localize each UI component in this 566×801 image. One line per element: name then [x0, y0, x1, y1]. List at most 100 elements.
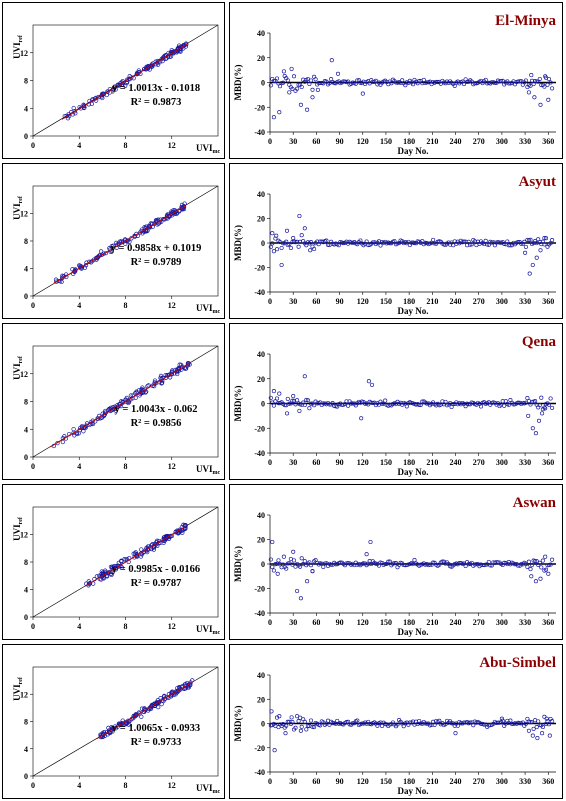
data-point	[173, 530, 178, 535]
y-tick-label: 0	[24, 772, 28, 781]
data-point	[272, 748, 277, 753]
data-point	[542, 84, 547, 89]
data-point	[543, 567, 549, 572]
x-tick-label: 270	[473, 297, 485, 306]
data-point	[392, 561, 397, 566]
data-points	[268, 539, 555, 601]
data-point	[55, 440, 60, 446]
y-tick-label: 40	[257, 671, 265, 680]
y-axis-label-subscript: ref	[18, 355, 24, 363]
data-point	[106, 725, 111, 731]
y-tick-label: 0	[261, 560, 265, 569]
data-point	[288, 245, 293, 251]
data-point	[281, 80, 286, 85]
data-point	[474, 562, 479, 567]
data-point	[432, 241, 437, 246]
data-point	[523, 721, 528, 726]
data-point	[483, 77, 488, 82]
data-point	[542, 405, 547, 410]
x-tick-label: 0	[31, 141, 35, 150]
data-point	[346, 403, 351, 408]
data-point	[281, 554, 286, 559]
data-point	[108, 408, 113, 414]
data-point	[530, 262, 535, 268]
data-point	[270, 231, 275, 236]
station-title: El-Minya	[495, 13, 556, 29]
data-point	[431, 237, 436, 242]
data-point	[268, 557, 273, 562]
r-squared-label: R² = 0.9873	[131, 97, 182, 108]
data-point	[161, 216, 166, 222]
x-tick-label: 210	[426, 137, 438, 146]
y-tick-label: 8	[24, 398, 28, 407]
data-point	[277, 714, 282, 719]
data-point	[82, 265, 88, 270]
x-tick-label: 210	[426, 458, 438, 467]
scatter-panel-abu-simbel: 0 4 8 12 0 4 8 12 y = 1.0065x - 0.0933 R² = 0.973…	[2, 644, 225, 799]
x-tick-label: 8	[124, 462, 128, 471]
x-tick-label: 30	[289, 777, 297, 786]
x-tick-label: 330	[519, 458, 531, 467]
data-point	[502, 403, 507, 408]
y-tick-label: 40	[257, 29, 265, 38]
y-tick-label: 12	[20, 210, 28, 219]
data-point	[360, 91, 365, 96]
x-tick-label: 4	[77, 781, 81, 790]
data-point	[285, 396, 290, 401]
data-point	[277, 391, 282, 396]
data-point	[161, 540, 166, 545]
data-point	[542, 242, 547, 247]
data-point	[297, 408, 302, 413]
data-point	[123, 722, 128, 727]
data-point	[418, 402, 423, 408]
data-point	[461, 239, 467, 244]
data-point	[308, 401, 314, 406]
station-title: Asyut	[518, 174, 556, 190]
data-point	[270, 564, 275, 570]
data-point	[98, 249, 104, 254]
data-point	[302, 374, 307, 379]
data-point	[322, 561, 327, 566]
data-point	[539, 565, 544, 570]
x-tick-label: 330	[519, 137, 531, 146]
data-point	[546, 571, 551, 576]
x-tick-label: 12	[168, 622, 176, 631]
y-tick-label: -20	[254, 744, 265, 753]
data-point	[109, 725, 114, 730]
data-point	[54, 279, 59, 284]
data-point	[127, 239, 132, 244]
x-tick-label: 270	[473, 618, 485, 627]
regression-line	[53, 205, 186, 284]
r-squared-label: R² = 0.9789	[131, 257, 182, 268]
data-point	[284, 239, 289, 244]
data-point	[378, 243, 383, 248]
data-point	[535, 736, 540, 741]
data-points	[268, 58, 555, 120]
x-tick-label: 90	[336, 618, 344, 627]
data-point	[530, 426, 535, 431]
data-point	[299, 724, 304, 729]
data-point	[533, 579, 538, 584]
x-tick-label: 300	[496, 297, 508, 306]
x-tick-label: 120	[357, 618, 369, 627]
data-point	[544, 716, 549, 721]
data-point	[156, 700, 161, 705]
y-axis-label: MBD(%)	[233, 65, 243, 101]
data-point	[534, 79, 539, 84]
data-point	[108, 571, 114, 576]
data-point	[91, 257, 97, 262]
x-axis-label: Day No.	[398, 627, 429, 637]
data-point	[81, 429, 86, 434]
data-point	[71, 426, 76, 432]
data-point	[298, 402, 303, 407]
station-title: Qena	[522, 334, 557, 350]
data-point	[543, 406, 548, 411]
data-point	[134, 72, 139, 77]
data-point	[111, 564, 117, 569]
data-point	[537, 76, 542, 82]
scatter-panel-asyut: 0 4 8 12 0 4 8 12 y = 0.9858x + 0.1019 R² = 0.978…	[2, 163, 225, 319]
x-axis-label: UVImc	[196, 624, 221, 636]
data-point	[387, 559, 392, 564]
regression-equation: y = 1.0013x - 0.1018	[112, 83, 200, 94]
